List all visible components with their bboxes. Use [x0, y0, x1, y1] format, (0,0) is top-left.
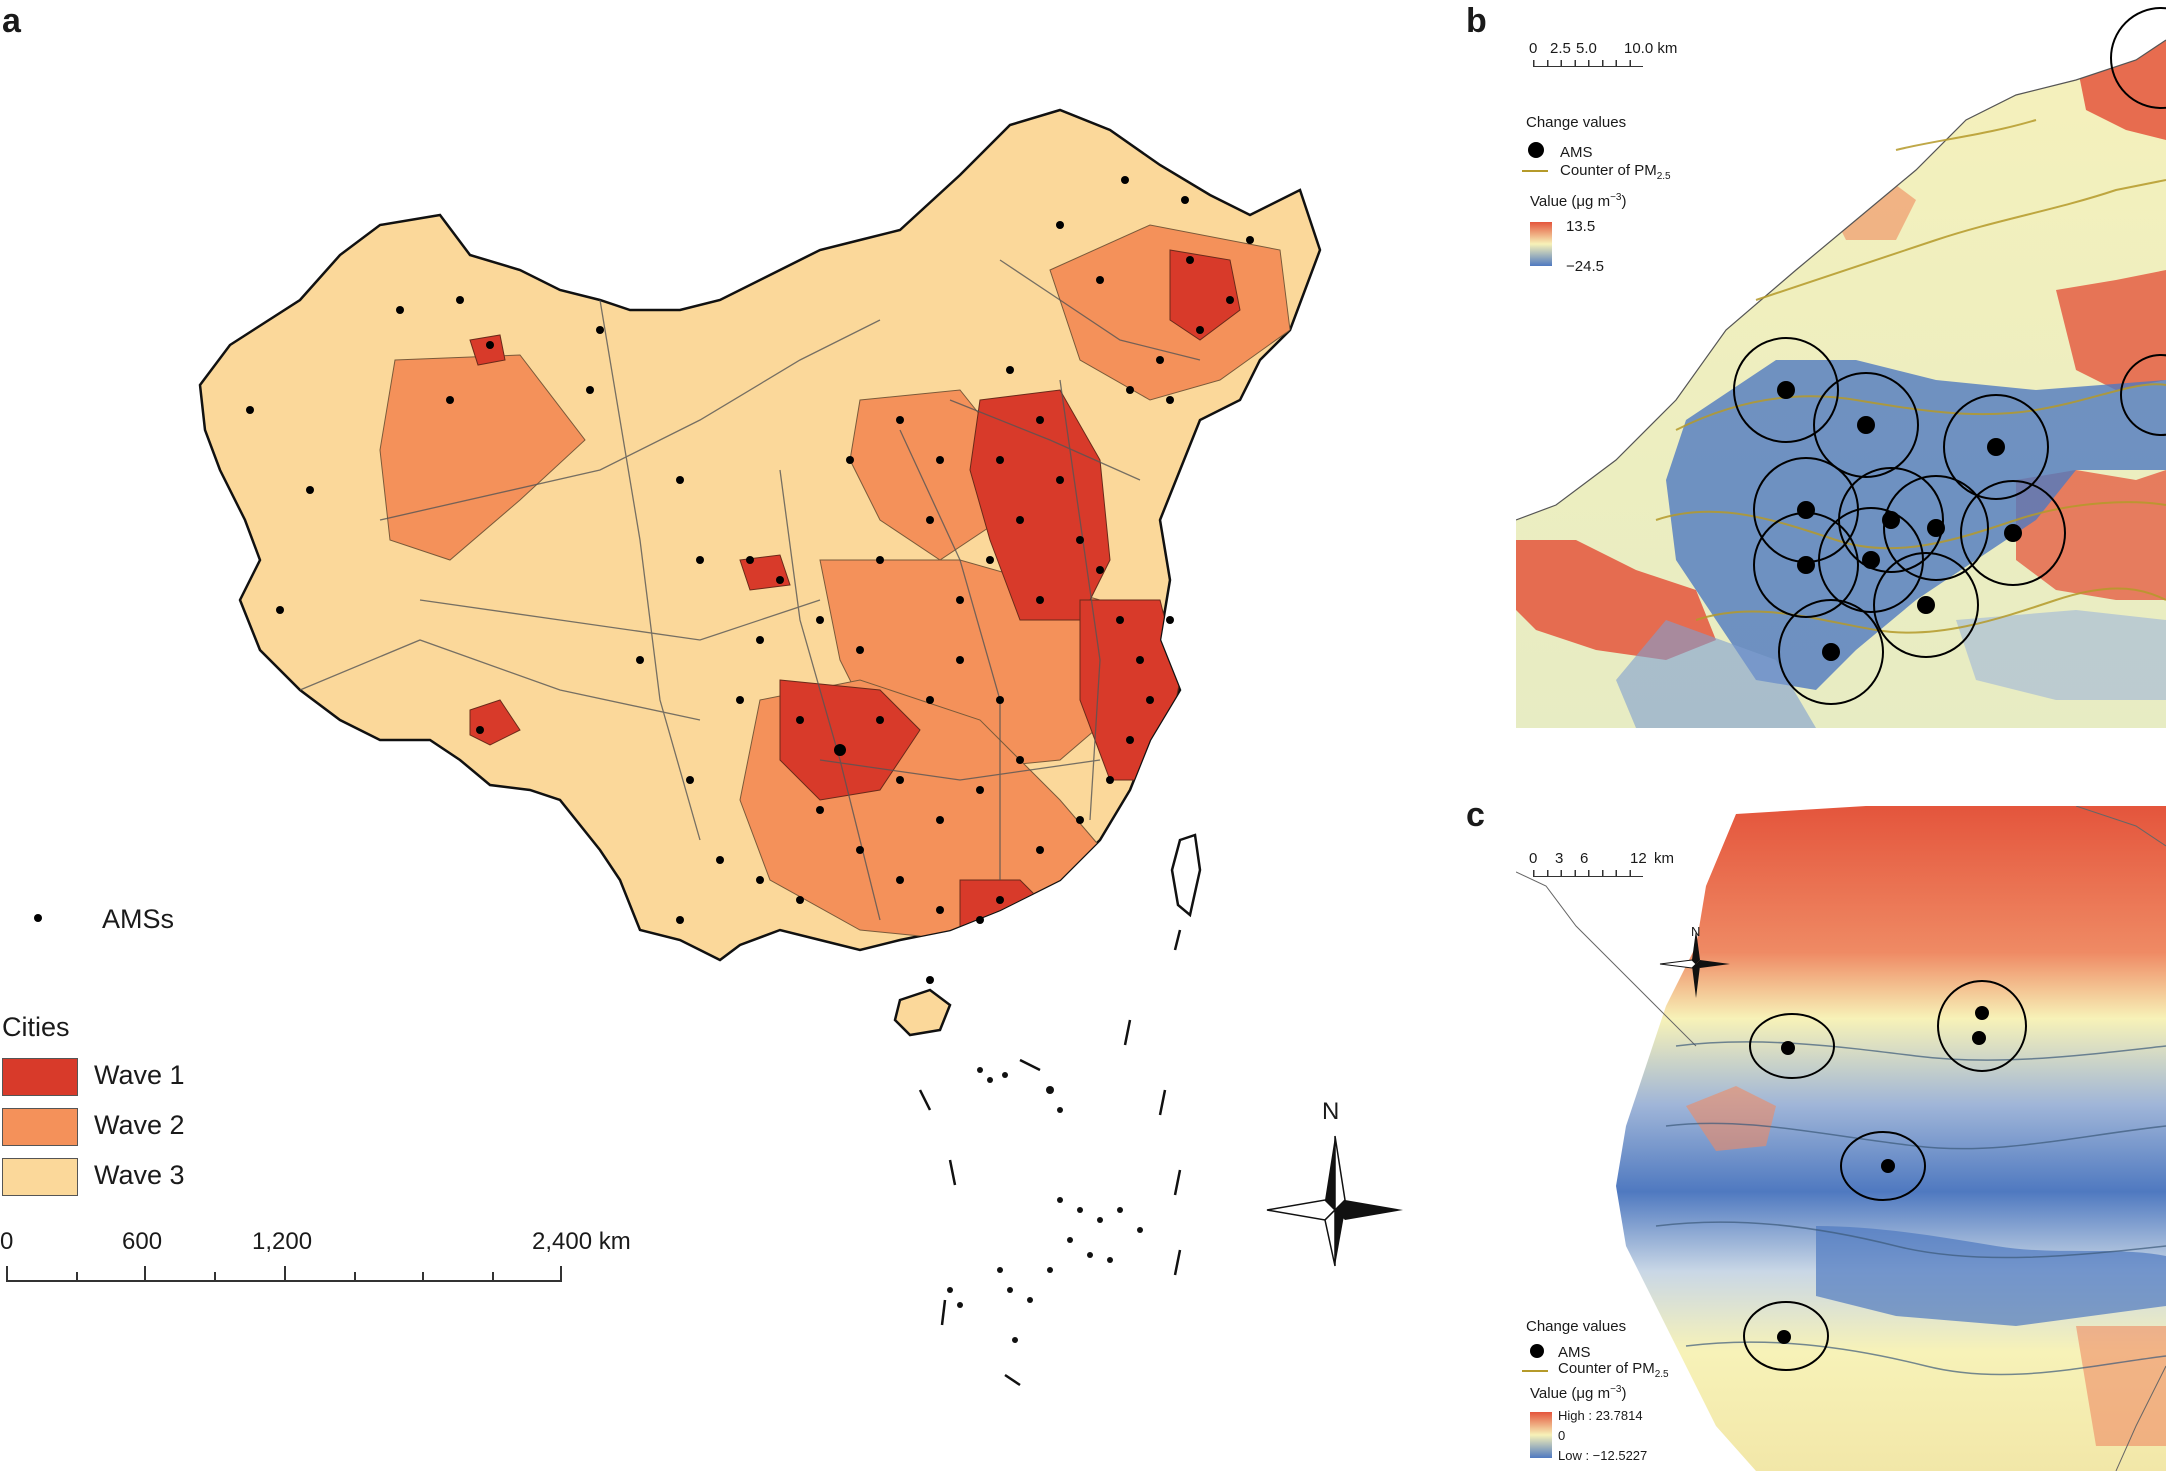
panel-c-zero: 0: [1558, 1428, 1566, 1443]
panel-c-value-sup: −3: [1610, 1384, 1622, 1395]
scale-tick: [492, 1272, 494, 1280]
wave3-label: Wave 3: [94, 1160, 185, 1190]
panel-c-scale-3: 3: [1555, 850, 1564, 867]
wave1-region-tibet: [469, 699, 521, 746]
wave2-region-north: [849, 389, 1001, 561]
scale-tick: [560, 1266, 562, 1280]
panel-c-contour-sub: 2.5: [1654, 1369, 1669, 1380]
china-map: [198, 108, 1322, 1387]
panel-b-ams: [1733, 7, 2166, 705]
scale-tick: [214, 1272, 216, 1280]
wave1-region-sichuan: [779, 679, 921, 801]
wave1-label: Wave 1: [94, 1060, 185, 1090]
panel-b-value-end: ): [1621, 193, 1627, 210]
scale-a-label-600: 600: [122, 1228, 163, 1255]
ams-legend-label: AMSs: [102, 904, 175, 934]
panel-c-high: High : 23.7814: [1558, 1408, 1643, 1423]
panel-b-scale-bar: [1533, 60, 1643, 67]
panel-a-letter: a: [2, 2, 21, 40]
wave1-region-northeast: [1169, 249, 1241, 341]
panel-b-colorbar: [1530, 222, 1552, 266]
panel-b-contour-line: [1522, 170, 1548, 172]
wave1-swatch: [2, 1058, 78, 1096]
panel-b-contour-text: Counter of PM: [1560, 162, 1657, 179]
panel-b-scale-label-0: 0: [1529, 40, 1538, 57]
taiwan-island: [1170, 833, 1202, 918]
panel-c-contour-text: Counter of PM: [1558, 1360, 1655, 1377]
panel-c-legend-title: Change values: [1526, 1318, 1627, 1335]
panel-b-scale-label-25: 2.5: [1550, 40, 1571, 57]
scale-bar-a: [6, 1268, 562, 1282]
panel-b-map: [1516, 7, 2166, 728]
south-china-sea-islets: [947, 1067, 1143, 1343]
panel-c-scale-0: 0: [1529, 850, 1538, 867]
panel-b-contour-label: Counter of PM2.5: [1560, 162, 1671, 182]
scale-a-label-1200: 1,200: [252, 1228, 313, 1255]
panel-b-letter: b: [1466, 2, 1487, 40]
scale-tick: [354, 1272, 356, 1280]
panel-c-low: Low : −12.5227: [1558, 1448, 1648, 1463]
ams-dots: [246, 176, 1254, 984]
panel-c-contour-line: [1522, 1370, 1548, 1372]
scale-tick: [422, 1272, 424, 1280]
panel-c-value-end: ): [1621, 1385, 1627, 1402]
panel-b-value-sup: −3: [1610, 192, 1622, 203]
cities-legend-title: Cities: [2, 1012, 70, 1042]
north-label-a: N: [1322, 1098, 1340, 1125]
panel-b-ams-dot: [1528, 142, 1544, 158]
wave1-region-guangdong: [959, 879, 1061, 941]
scale-a-label-2400: 2,400 km: [532, 1228, 631, 1255]
panel-b-max: 13.5: [1566, 218, 1596, 235]
panel-c-letter: c: [1466, 796, 1485, 834]
panel-c-contour-label: Counter of PM2.5: [1558, 1360, 1669, 1380]
panel-b-ams-label: AMS: [1560, 144, 1593, 161]
panel-b-scale-label-100: 10.0 km: [1624, 40, 1678, 57]
panel-c-ams-dot: [1530, 1344, 1544, 1358]
panel-c-value-text: Value (μg m: [1530, 1385, 1611, 1402]
panel-c-scale-6: 6: [1580, 850, 1589, 867]
panel-b-min: −24.5: [1566, 258, 1604, 275]
scale-tick: [6, 1266, 8, 1280]
scale-tick: [284, 1266, 286, 1280]
scale-a-label-0: 0: [0, 1228, 14, 1255]
panel-c-map: [1516, 806, 2166, 1471]
wave1-region-xj-small: [469, 334, 506, 366]
panel-b-scale-label-50: 5.0: [1576, 40, 1597, 57]
panel-c-scale-km: km: [1654, 850, 1674, 867]
panel-c-value-label: Value (μg m−3): [1530, 1384, 1626, 1402]
panel-b-legend-title: Change values: [1526, 114, 1627, 131]
north-arrow-c: [1659, 930, 1730, 998]
wave2-label: Wave 2: [94, 1110, 185, 1140]
wave2-swatch: [2, 1108, 78, 1146]
panel-c-ams-label: AMS: [1558, 1344, 1591, 1361]
hainan-island: [893, 988, 952, 1037]
south-china-sea-dashes: [918, 929, 1182, 1387]
panel-b-value-text: Value (μg m: [1530, 193, 1611, 210]
north-label-c: N: [1691, 924, 1701, 939]
wave3-swatch: [2, 1158, 78, 1196]
scale-tick: [144, 1266, 146, 1280]
panel-c-scale-bar: [1533, 870, 1643, 877]
panel-b-value-label: Value (μg m−3): [1530, 192, 1626, 210]
ams-legend-dot: [34, 914, 42, 922]
scale-tick: [76, 1272, 78, 1280]
north-arrow-a: [1266, 1135, 1403, 1267]
panel-b-contour-sub: 2.5: [1656, 171, 1671, 182]
panel-c-colorbar: [1530, 1412, 1552, 1458]
panel-c-scale-12: 12: [1630, 850, 1647, 867]
